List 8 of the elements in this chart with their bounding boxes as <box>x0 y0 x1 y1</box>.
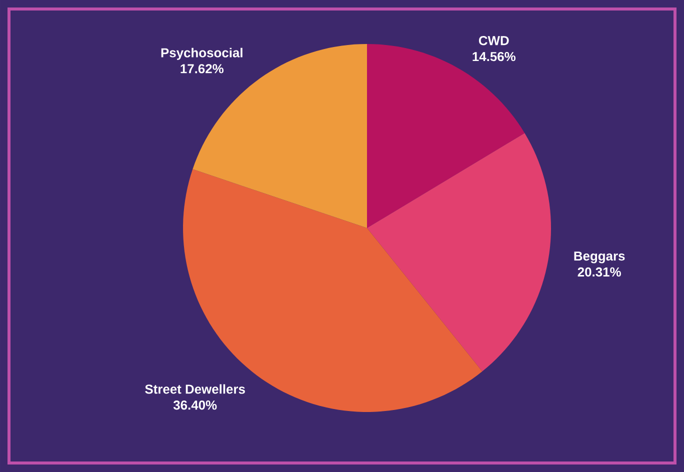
slice-label: Beggars <box>574 252 625 264</box>
slice-label: Street Dewellers <box>145 384 245 394</box>
data-label: 36.40% <box>173 400 217 410</box>
data-label: 17.62% <box>180 64 224 74</box>
data-label: 14.56% <box>472 52 516 62</box>
slice-label: Psychosocial <box>161 48 242 60</box>
slice-label: CWD <box>478 36 509 46</box>
data-label: 20.31% <box>578 267 621 277</box>
